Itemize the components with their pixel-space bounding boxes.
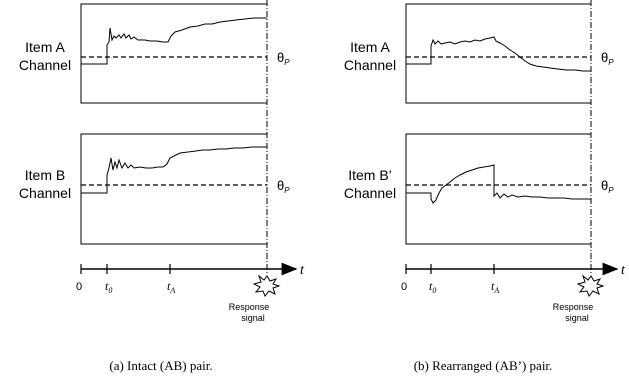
panel-b-bottom-channel: Item B’ Channel θP xyxy=(344,133,614,245)
origin-label: 0 xyxy=(401,281,407,293)
signal-trace xyxy=(406,164,591,204)
channel-box xyxy=(80,3,267,104)
channel-box xyxy=(405,3,591,104)
channel-box xyxy=(80,133,267,245)
threshold-label: θP xyxy=(277,50,290,67)
tA-label: tA xyxy=(491,279,499,295)
tA-label: tA xyxy=(167,279,175,295)
response-burst-icon xyxy=(252,274,281,297)
time-axis-label: t xyxy=(621,263,626,278)
threshold-label: θP xyxy=(601,178,614,195)
signal-trace xyxy=(81,17,267,65)
panel-caption: (b) Rearranged (AB’) pair. xyxy=(414,358,553,373)
panel-a-bottom-channel: Item B Channel θP xyxy=(19,133,290,245)
channel-box xyxy=(405,133,591,245)
channel-label-line1: Item B’ xyxy=(348,167,392,183)
threshold-label: θP xyxy=(601,50,614,67)
signal-trace xyxy=(406,36,591,72)
channel-label-line2: Channel xyxy=(344,185,396,201)
origin-label: 0 xyxy=(76,281,82,293)
response-burst-icon xyxy=(576,274,605,297)
response-label-line2: signal xyxy=(565,313,589,323)
panel-caption: (a) Intact (AB) pair. xyxy=(109,358,212,373)
t0-label: t0 xyxy=(105,279,112,295)
time-axis-label: t xyxy=(300,263,305,278)
channel-label-line2: Channel xyxy=(344,57,396,73)
response-label-line2: signal xyxy=(241,313,265,323)
panel-b: Item A Channel θP Item B’ Channel θP 0 t… xyxy=(344,0,626,373)
channel-label-line1: Item A xyxy=(350,39,390,55)
response-label-line1: Response xyxy=(553,302,594,312)
panel-a-top-channel: Item A Channel θP xyxy=(19,3,290,104)
t0-label: t0 xyxy=(429,279,436,295)
signal-trace xyxy=(81,146,267,194)
panel-b-top-channel: Item A Channel θP xyxy=(344,3,614,104)
response-label-line1: Response xyxy=(229,302,270,312)
panel-b-timeline: 0 t0 tA t Response signal xyxy=(401,0,626,323)
panel-a-timeline: 0 t0 tA t Response signal xyxy=(76,0,305,323)
threshold-label: θP xyxy=(277,178,290,195)
channel-label-line2: Channel xyxy=(19,185,71,201)
channel-label-line1: Item A xyxy=(25,39,65,55)
channel-label-line2: Channel xyxy=(19,57,71,73)
channel-label-line1: Item B xyxy=(25,167,65,183)
panel-a: Item A Channel θP Item B Channel θP 0 t0… xyxy=(19,0,305,373)
